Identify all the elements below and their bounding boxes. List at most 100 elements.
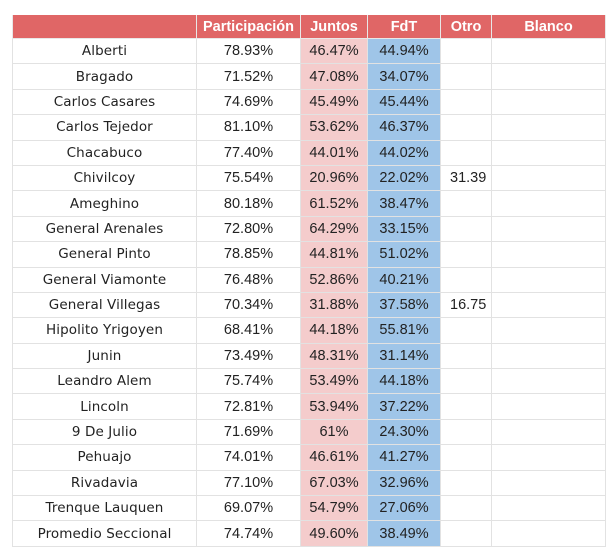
participacion-cell[interactable]: 69.07% [196,495,301,522]
participacion-cell[interactable]: 74.69% [196,88,301,116]
blanco-cell[interactable] [491,393,606,420]
municipality-cell[interactable]: 9 De Julio [12,418,197,446]
juntos-cell[interactable]: 31.88% [300,291,368,319]
juntos-cell[interactable]: 46.47% [300,37,368,65]
juntos-cell[interactable]: 44.01% [300,139,368,166]
juntos-cell[interactable]: 61.52% [300,190,368,217]
juntos-cell[interactable]: 54.79% [300,495,368,522]
otro-cell[interactable] [440,63,492,90]
fdt-cell[interactable]: 32.96% [367,469,441,497]
blanco-cell[interactable] [491,342,606,370]
blanco-cell[interactable] [491,164,606,192]
header-otro[interactable]: Otro [440,15,492,39]
participacion-cell[interactable]: 70.34% [196,291,301,319]
blanco-cell[interactable] [491,495,606,522]
otro-cell[interactable] [440,266,492,293]
participacion-cell[interactable]: 75.54% [196,164,301,192]
municipality-cell[interactable]: Pehuajo [12,444,197,471]
participacion-cell[interactable]: 77.40% [196,139,301,166]
fdt-cell[interactable]: 38.47% [367,190,441,217]
juntos-cell[interactable]: 53.49% [300,368,368,395]
participacion-cell[interactable]: 74.01% [196,444,301,471]
blanco-cell[interactable] [491,444,606,471]
fdt-cell[interactable]: 33.15% [367,215,441,243]
otro-cell[interactable] [440,444,492,471]
otro-cell[interactable] [440,393,492,420]
juntos-cell[interactable]: 53.62% [300,114,368,141]
municipality-cell[interactable]: Trenque Lauquen [12,495,197,522]
otro-cell[interactable] [440,88,492,116]
fdt-cell[interactable]: 24.30% [367,418,441,446]
otro-cell[interactable] [440,495,492,522]
fdt-cell[interactable]: 31.14% [367,342,441,370]
municipality-cell[interactable]: General Viamonte [12,266,197,293]
blanco-cell[interactable] [491,139,606,166]
municipality-cell[interactable]: General Arenales [12,215,197,243]
municipality-cell[interactable]: Alberti [12,37,197,65]
otro-cell[interactable] [440,114,492,141]
juntos-cell[interactable]: 47.08% [300,63,368,90]
juntos-cell[interactable]: 48.31% [300,342,368,370]
participacion-cell[interactable]: 80.18% [196,190,301,217]
municipality-cell[interactable]: Lincoln [12,393,197,420]
otro-cell[interactable] [440,241,492,268]
blanco-cell[interactable] [491,368,606,395]
fdt-cell[interactable]: 37.58% [367,291,441,319]
participacion-cell[interactable]: 75.74% [196,368,301,395]
header-juntos[interactable]: Juntos [300,15,368,39]
blanco-cell[interactable] [491,317,606,344]
blanco-cell[interactable] [491,520,606,547]
participacion-cell[interactable]: 78.93% [196,37,301,65]
juntos-cell[interactable]: 44.18% [300,317,368,344]
municipality-cell[interactable]: Chivilcoy [12,164,197,192]
fdt-cell[interactable]: 51.02% [367,241,441,268]
header-blanco[interactable]: Blanco [491,15,606,39]
blanco-cell[interactable] [491,469,606,497]
municipality-cell[interactable]: Carlos Casares [12,88,197,116]
municipality-cell[interactable]: Rivadavia [12,469,197,497]
blanco-cell[interactable] [491,266,606,293]
blanco-cell[interactable] [491,241,606,268]
juntos-cell[interactable]: 20.96% [300,164,368,192]
fdt-cell[interactable]: 44.02% [367,139,441,166]
fdt-cell[interactable]: 44.94% [367,37,441,65]
participacion-cell[interactable]: 72.80% [196,215,301,243]
participacion-cell[interactable]: 72.81% [196,393,301,420]
municipality-cell[interactable]: Carlos Tejedor [12,114,197,141]
juntos-cell[interactable]: 45.49% [300,88,368,116]
blanco-cell[interactable] [491,190,606,217]
otro-cell[interactable] [440,190,492,217]
juntos-cell[interactable]: 44.81% [300,241,368,268]
otro-cell[interactable]: 31.39 [440,164,492,192]
participacion-cell[interactable]: 74.74% [196,520,301,547]
blanco-cell[interactable] [491,63,606,90]
fdt-cell[interactable]: 41.27% [367,444,441,471]
juntos-cell[interactable]: 67.03% [300,469,368,497]
otro-cell[interactable] [440,368,492,395]
otro-cell[interactable] [440,317,492,344]
fdt-cell[interactable]: 44.18% [367,368,441,395]
participacion-cell[interactable]: 81.10% [196,114,301,141]
juntos-cell[interactable]: 49.60% [300,520,368,547]
header-fdt[interactable]: FdT [367,15,441,39]
otro-cell[interactable] [440,418,492,446]
municipality-cell[interactable]: Hipolito Yrigoyen [12,317,197,344]
fdt-cell[interactable]: 40.21% [367,266,441,293]
municipality-cell[interactable]: Ameghino [12,190,197,217]
fdt-cell[interactable]: 34.07% [367,63,441,90]
juntos-cell[interactable]: 52.86% [300,266,368,293]
participacion-cell[interactable]: 77.10% [196,469,301,497]
otro-cell[interactable]: 16.75 [440,291,492,319]
municipality-cell[interactable]: Promedio Seccional [12,520,197,547]
fdt-cell[interactable]: 55.81% [367,317,441,344]
otro-cell[interactable] [440,215,492,243]
municipality-cell[interactable]: Bragado [12,63,197,90]
blanco-cell[interactable] [491,88,606,116]
otro-cell[interactable] [440,37,492,65]
blanco-cell[interactable] [491,37,606,65]
fdt-cell[interactable]: 46.37% [367,114,441,141]
participacion-cell[interactable]: 78.85% [196,241,301,268]
fdt-cell[interactable]: 37.22% [367,393,441,420]
juntos-cell[interactable]: 64.29% [300,215,368,243]
municipality-cell[interactable]: Leandro Alem [12,368,197,395]
